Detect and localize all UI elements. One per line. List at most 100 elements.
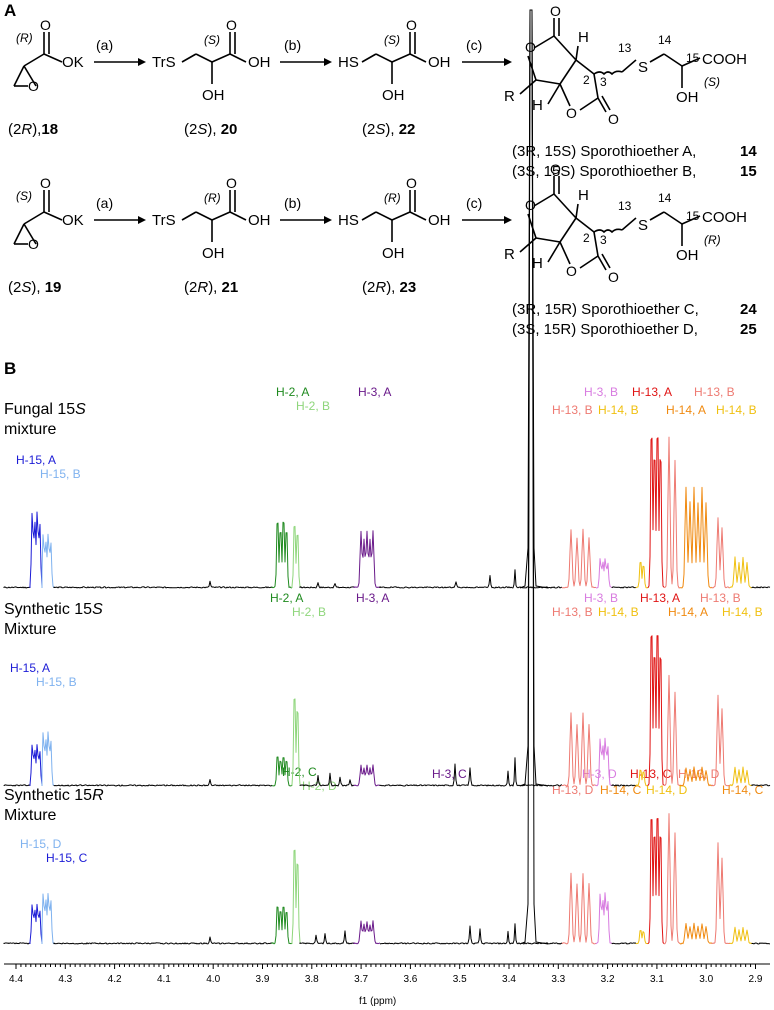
spectrum-segment bbox=[271, 521, 293, 589]
svg-text:OH: OH bbox=[676, 247, 699, 264]
intermediate-1: TrS (R) OH O OH (2R), 21 bbox=[152, 175, 271, 296]
svg-text:24: 24 bbox=[740, 301, 757, 318]
spectrum-segment bbox=[271, 756, 293, 787]
spectrum-segment bbox=[3, 586, 31, 589]
spectrum-2-title: Synthetic 15S bbox=[4, 601, 103, 618]
peak-label: H-14, B bbox=[722, 605, 763, 619]
spectrum-segment bbox=[663, 674, 681, 786]
peak-label: H-13, A bbox=[640, 591, 680, 605]
peak-label: H-14, C bbox=[600, 783, 642, 797]
peak-label: H-14, C bbox=[722, 783, 764, 797]
svg-text:3: 3 bbox=[600, 75, 607, 89]
peak-label: H-13, A bbox=[632, 385, 672, 399]
svg-text:O: O bbox=[406, 17, 417, 33]
spectrum-3-labels: H-15, D H-15, C H-2, C H-2, D H-3, C H-3… bbox=[20, 765, 764, 865]
svg-text:R: R bbox=[504, 246, 515, 263]
sporothioether-product: O O H R H O O 2 3 13 bbox=[504, 161, 747, 285]
spectrum-segment bbox=[647, 818, 665, 945]
svg-text:OH: OH bbox=[428, 212, 451, 229]
svg-text:R: R bbox=[504, 88, 515, 105]
axis-tick-label: 2.9 bbox=[749, 974, 763, 985]
svg-text:O: O bbox=[525, 197, 536, 213]
sporothioether-product: O O H R H O O 2 3 13 bbox=[504, 3, 747, 127]
spectrum-segment bbox=[547, 942, 563, 945]
svg-text:(2S), 19: (2S), 19 bbox=[8, 279, 61, 296]
svg-text:14: 14 bbox=[658, 33, 672, 47]
spectrum-1-labels: H-15, A H-15, B H-2, A H-2, B H-3, A H-3… bbox=[16, 385, 757, 481]
svg-text:H: H bbox=[578, 187, 589, 204]
svg-text:O: O bbox=[406, 175, 417, 191]
scheme-row-2: (S) O O OK (2S), 19 (a) TrS (R) OH O bbox=[8, 161, 757, 338]
peak-label: H-13, D bbox=[552, 783, 594, 797]
stereo-label: (R) bbox=[16, 31, 33, 45]
ppm-axis: 4.4 4.3 4.2 4.1 4.0 3.9 3.8 3.7 3.6 3.5 3.4 3.3 3.2 3… bbox=[4, 963, 770, 985]
product-caption-1: (3R, 15S) Sporothioether A, bbox=[512, 143, 696, 160]
peak-label: H-3, B bbox=[584, 591, 618, 605]
spectrum-segment bbox=[751, 586, 771, 589]
spectrum-segment bbox=[561, 712, 597, 787]
svg-text:(R): (R) bbox=[204, 191, 221, 205]
axis-tick-label: 3.1 bbox=[650, 974, 664, 985]
peak-label: H-15, A bbox=[16, 453, 56, 467]
step-c-label: (c) bbox=[466, 37, 482, 53]
spectrum-segment bbox=[595, 558, 613, 589]
svg-text:O: O bbox=[40, 17, 51, 33]
svg-text:OH: OH bbox=[202, 87, 225, 104]
svg-text:OH: OH bbox=[248, 54, 271, 71]
svg-text:HS: HS bbox=[338, 212, 359, 229]
axis-tick-label: 4.0 bbox=[206, 974, 220, 985]
spectrum-segment bbox=[751, 942, 771, 945]
peak-label: H-15, D bbox=[20, 837, 62, 851]
svg-text:OH: OH bbox=[382, 245, 405, 262]
peak-label: H-2, A bbox=[276, 385, 309, 399]
spectrum-segment bbox=[635, 930, 649, 945]
svg-text:15: 15 bbox=[686, 209, 700, 223]
spectrum-segment bbox=[635, 561, 649, 589]
peak-label: H-2, B bbox=[296, 399, 330, 413]
spectrum-segment bbox=[353, 530, 381, 588]
svg-text:(R): (R) bbox=[704, 233, 721, 247]
spectrum-segment bbox=[595, 737, 613, 787]
spectrum-segment bbox=[635, 769, 649, 787]
spectrum-3-title-2: Mixture bbox=[4, 807, 57, 824]
svg-text:2: 2 bbox=[583, 231, 590, 245]
axis-tick-label: 4.4 bbox=[9, 974, 23, 985]
spectrum-segment bbox=[729, 766, 753, 787]
svg-text:O: O bbox=[525, 39, 536, 55]
spectrum-segment bbox=[547, 586, 563, 589]
compound-caption: (2R),18 bbox=[8, 121, 58, 138]
svg-text:O: O bbox=[566, 105, 577, 121]
svg-text:H: H bbox=[532, 97, 543, 114]
spectrum-segment bbox=[353, 920, 381, 945]
axis-tick-label: 3.8 bbox=[305, 974, 319, 985]
svg-text:(c): (c) bbox=[466, 195, 482, 211]
spectrum-segment bbox=[729, 926, 753, 945]
axis-tick-label: 3.2 bbox=[601, 974, 615, 985]
spectrum-segment bbox=[3, 942, 31, 945]
peak-label: H-14, D bbox=[646, 783, 688, 797]
spectrum-segment bbox=[53, 779, 273, 787]
spectrum-segment bbox=[29, 744, 43, 786]
svg-text:(3S, 15R) Sporothioether D,: (3S, 15R) Sporothioether D, bbox=[512, 321, 698, 338]
solvent-peak bbox=[519, 9, 549, 945]
svg-text:O: O bbox=[226, 17, 237, 33]
peak-label: H-3, B bbox=[584, 385, 618, 399]
spectrum-segment bbox=[29, 903, 43, 944]
peak-label: H-15, B bbox=[40, 467, 81, 481]
intermediate-1: TrS (S) OH O OH (2S), 20 bbox=[152, 17, 271, 138]
svg-text:OK: OK bbox=[62, 212, 84, 229]
axis-tick-label: 4.1 bbox=[157, 974, 171, 985]
peak-label: H-13, B bbox=[552, 403, 593, 417]
spectrum-segment bbox=[663, 436, 680, 589]
epoxide-start: (S) O O OK (2S), 19 bbox=[8, 175, 84, 296]
spectrum-segment bbox=[379, 923, 549, 945]
svg-text:O: O bbox=[28, 78, 39, 94]
spectrum-segment bbox=[299, 930, 355, 945]
peak-label: H-13, C bbox=[630, 767, 672, 781]
axis-tick-label: 4.3 bbox=[58, 974, 72, 985]
spectrum-segment bbox=[751, 784, 771, 787]
axis-tick-label: 3.0 bbox=[699, 974, 713, 985]
peak-label: H-2, A bbox=[270, 591, 303, 605]
peak-label: H-2, B bbox=[292, 605, 326, 619]
